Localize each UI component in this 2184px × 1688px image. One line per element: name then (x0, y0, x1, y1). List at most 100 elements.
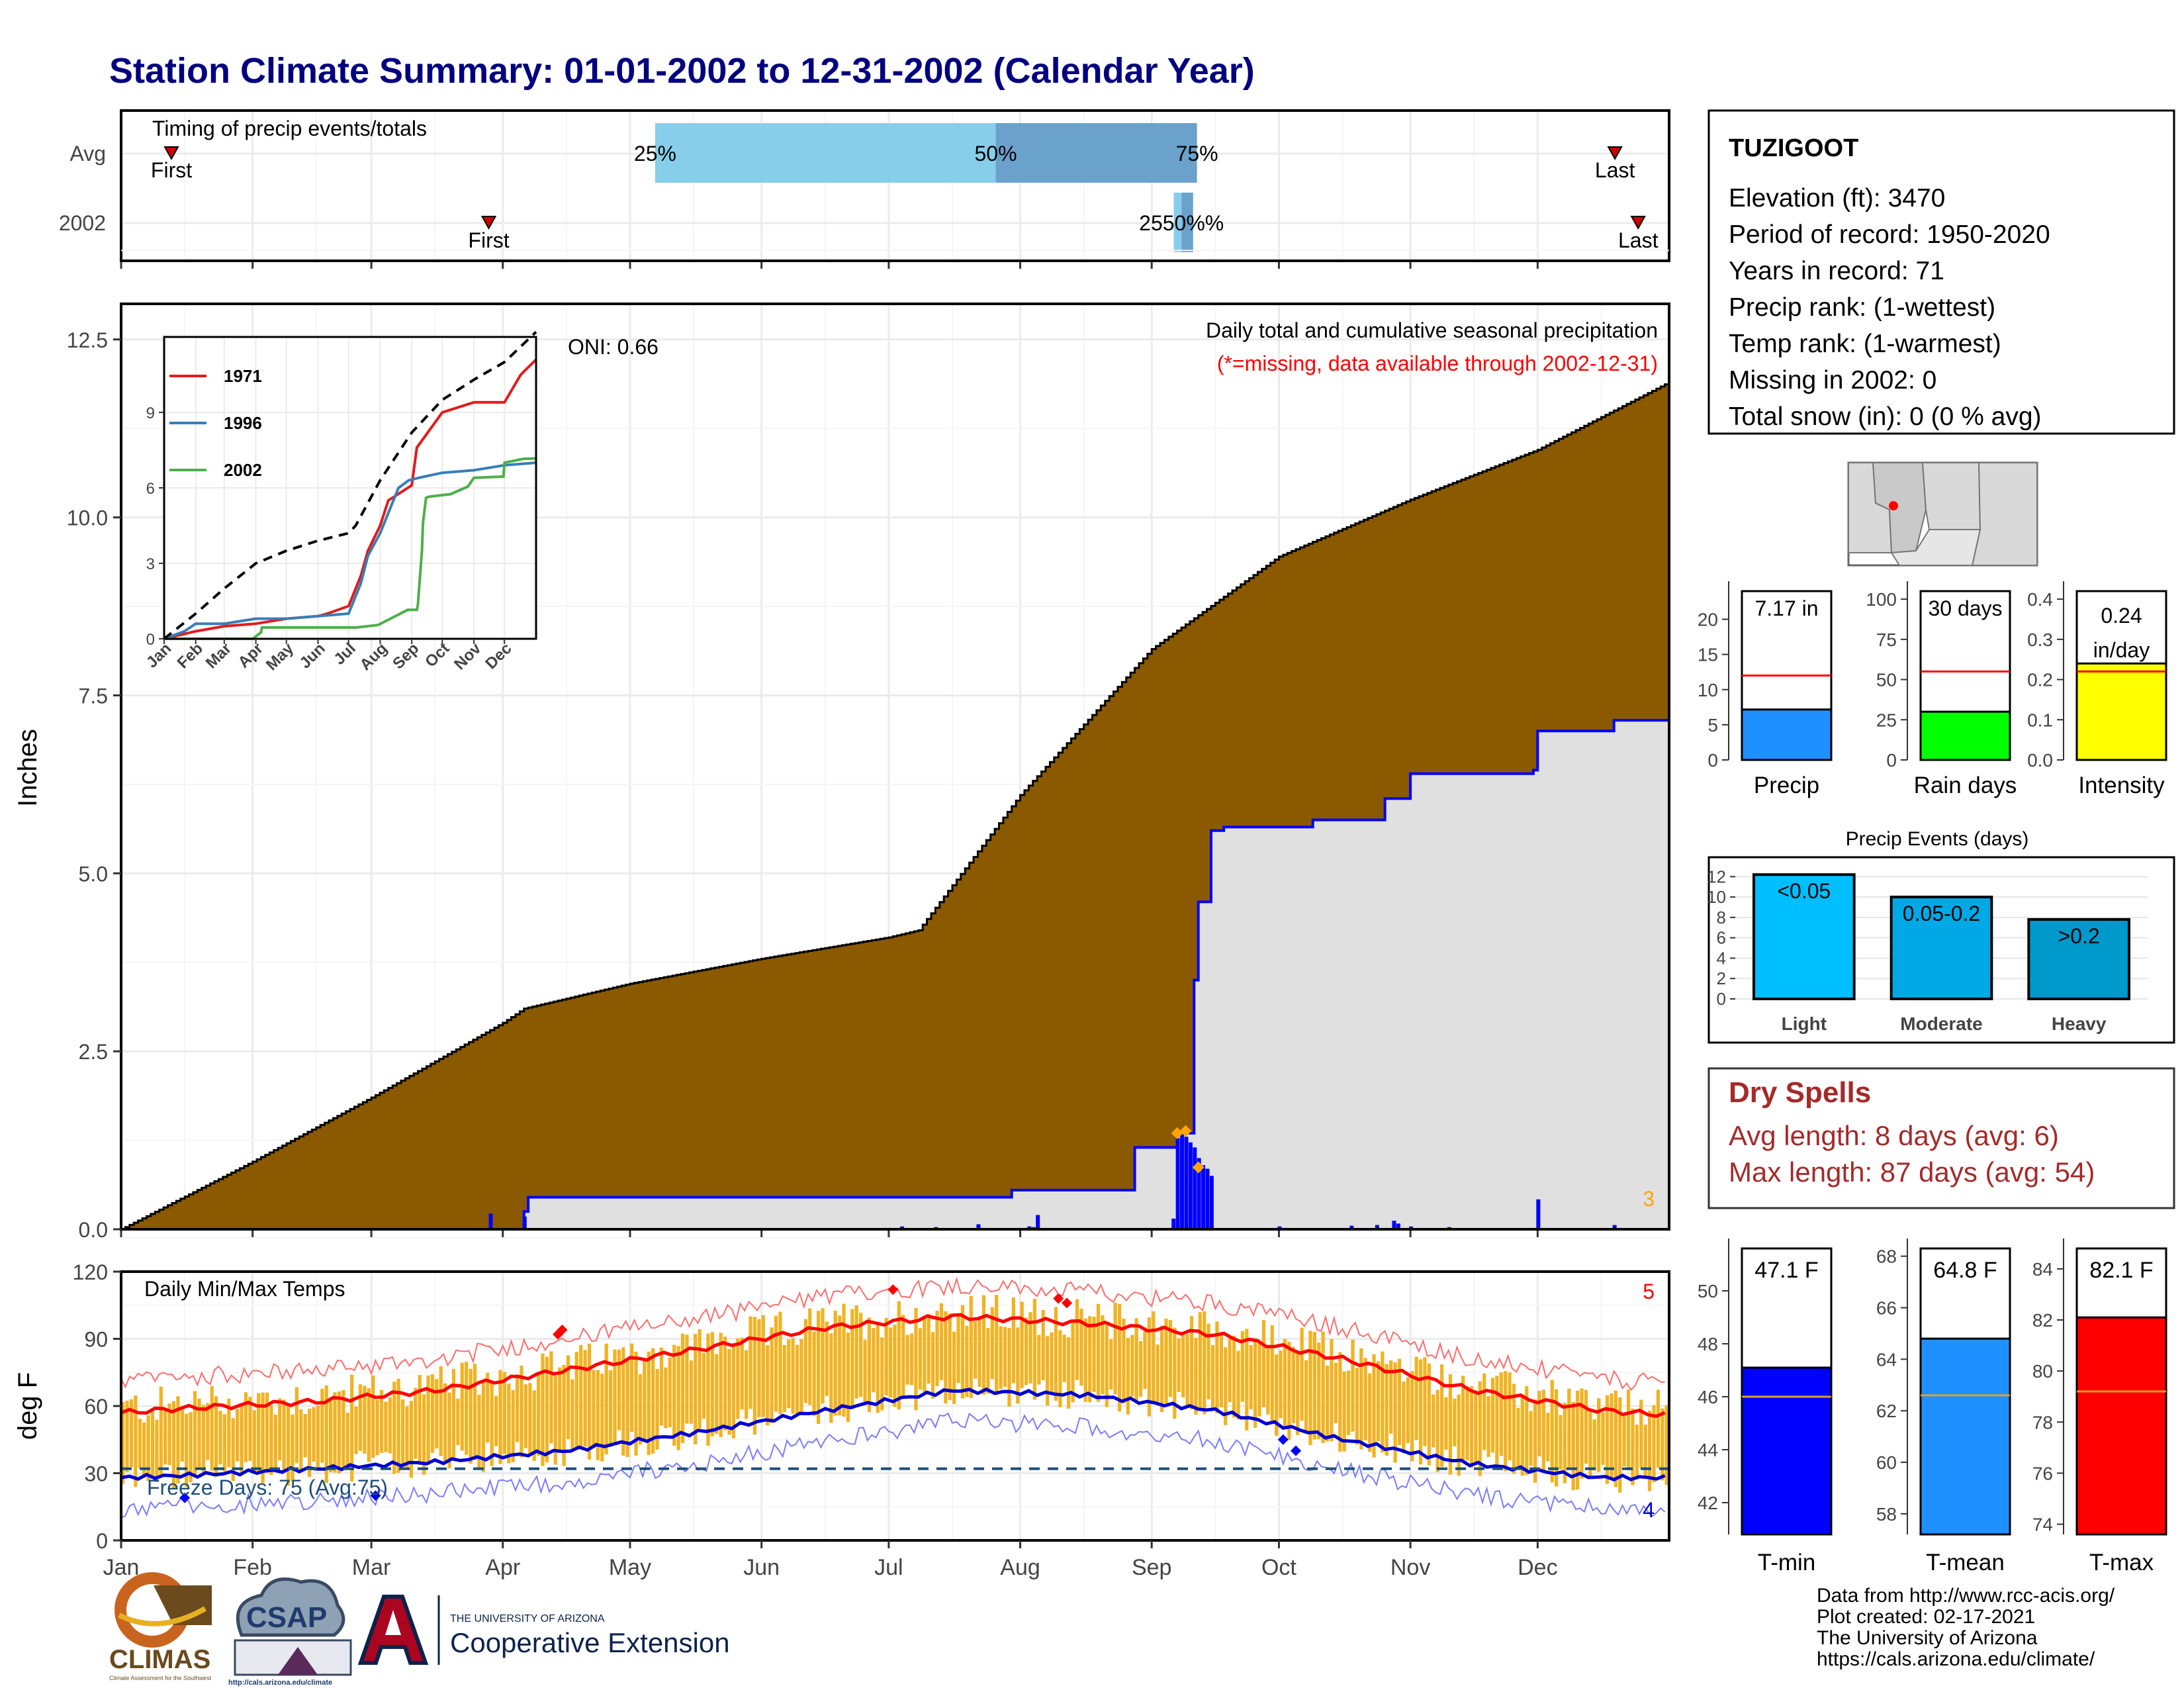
temp-daily-bar (659, 1347, 664, 1426)
ua-logo-big-text: Cooperative Extension (450, 1627, 730, 1658)
temp-daily-bar (244, 1392, 248, 1462)
temp-daily-bar (142, 1422, 146, 1478)
daily-precip-bar (976, 1224, 981, 1229)
totals-rain-days-tick-label: 25 (1876, 710, 1897, 730)
temp-daily-bar (592, 1370, 596, 1448)
precip-y-tick-label: 2.5 (79, 1040, 108, 1064)
temp-daily-bar (897, 1301, 901, 1410)
daily-precip-bar (1036, 1215, 1040, 1229)
temp-daily-bar (240, 1404, 244, 1475)
temp-daily-bar (1652, 1405, 1656, 1483)
daily-precip-bar (1193, 1147, 1197, 1229)
temp-daily-bar (986, 1328, 990, 1394)
temp-x-tick-label: Jan (103, 1555, 140, 1580)
record-high-mark (557, 1324, 568, 1335)
temp-y-tick-label: 90 (84, 1328, 108, 1352)
temp-daily-bar (494, 1395, 498, 1446)
temp-daily-bar (562, 1364, 566, 1466)
temp-daily-bar (1537, 1391, 1541, 1457)
temp-daily-bar (1656, 1389, 1661, 1468)
temp-daily-bar (1321, 1331, 1325, 1444)
record-low-count: 4 (1643, 1498, 1655, 1522)
tsum-t-max-bar (2075, 1316, 2167, 1536)
temp-daily-bar (396, 1378, 400, 1473)
temp-daily-bar (600, 1374, 604, 1462)
footer-plot-created: Plot created: 02-17-2021 (1817, 1606, 2035, 1628)
temp-daily-bar (1138, 1340, 1143, 1397)
temp-daily-bar (803, 1319, 807, 1403)
temp-daily-bars (121, 1295, 1668, 1493)
temp-daily-bar (1529, 1411, 1533, 1466)
totals-precip-tick-label: 10 (1698, 680, 1718, 700)
totals-intensity-tick-label: 0.4 (2027, 589, 2053, 610)
temp-daily-bar (969, 1295, 973, 1398)
temp-daily-bar (1499, 1372, 1503, 1456)
temp-daily-bar (1610, 1393, 1614, 1480)
temp-x-tick-label: May (609, 1555, 651, 1580)
temp-daily-bar (418, 1375, 422, 1466)
temp-daily-bar (1147, 1317, 1152, 1417)
csap-logo: CSAP http://cals.arizona.edu/climate (228, 1577, 352, 1687)
temp-daily-bar (1079, 1308, 1083, 1386)
temp-daily-bar (451, 1369, 456, 1461)
tsum-t-mean-tick-label: 64 (1876, 1349, 1897, 1370)
temp-daily-bar (384, 1401, 388, 1452)
temp-daily-bar (257, 1393, 261, 1472)
temp-daily-bar (1219, 1333, 1223, 1408)
temp-daily-bar (1482, 1373, 1486, 1450)
temp-daily-bar (1461, 1376, 1465, 1461)
events-y-tick-label: 2 (1717, 968, 1726, 988)
temp-x-tick-label: Jun (743, 1555, 780, 1580)
daily-precip-bars (488, 1133, 1617, 1229)
temp-daily-bar (1376, 1361, 1381, 1442)
daily-precip-bar (1205, 1168, 1210, 1229)
daily-precip-bar (1396, 1223, 1400, 1229)
station-snow: Total snow (in): 0 (0 % avg) (1729, 402, 2042, 431)
temp-daily-bar (1567, 1388, 1571, 1468)
tsum-t-max-tick-label: 78 (2032, 1412, 2053, 1432)
temp-y-axis: 0 30 60 90 120 (73, 1260, 121, 1553)
temp-daily-bar (808, 1308, 812, 1405)
temp-daily-bar (1393, 1362, 1397, 1463)
station-years: Years in record: 71 (1729, 257, 1944, 285)
temp-daily-bar (125, 1401, 129, 1472)
events-bar-heavy (2027, 917, 2130, 1000)
temp-daily-bar (473, 1363, 477, 1460)
temp-daily-bar (1406, 1377, 1410, 1444)
events-bar-label-heavy: >0.2 (2058, 924, 2100, 948)
temp-daily-bar (320, 1388, 324, 1463)
temp-daily-bar (206, 1403, 210, 1460)
temp-daily-bar (1300, 1327, 1304, 1421)
temp-daily-bar (952, 1331, 956, 1404)
temp-daily-bar (1525, 1386, 1529, 1476)
temp-daily-bar (727, 1348, 731, 1435)
tsum-t-max-tick-label: 82 (2032, 1310, 2053, 1331)
temp-daily-bar (816, 1311, 821, 1425)
inset-legend-label-1971: 1971 (224, 366, 262, 386)
temp-daily-bar (1270, 1325, 1274, 1423)
temp-daily-bar (273, 1414, 277, 1470)
temp-daily-bar (1210, 1344, 1215, 1409)
temp-daily-bar (909, 1333, 914, 1385)
daily-precip-bar (1201, 1165, 1206, 1229)
temp-daily-bar (1189, 1316, 1194, 1409)
temp-daily-bar (443, 1383, 447, 1462)
temp-summary-charts: T-min T-mean T-max 42 44 46 48 50 47.1 F 58 60 6… (1698, 1239, 2167, 1575)
totals-rain-days-tick-label: 75 (1876, 630, 1897, 650)
temp-daily-bar (375, 1399, 379, 1456)
inset-y-axis: 0 3 6 9 (146, 404, 164, 649)
temp-daily-bar (286, 1405, 291, 1486)
daily-precip-bar (1277, 1226, 1282, 1229)
events-bar-label-light: <0.05 (1777, 879, 1831, 903)
tsum-t-mean-tick-label: 58 (1876, 1504, 1897, 1524)
timing-avg-q25-label: 25% (634, 142, 676, 165)
temp-daily-bar (1444, 1397, 1448, 1450)
totals-intensity-tick-label: 0.1 (2027, 710, 2053, 730)
temp-daily-bar (647, 1351, 651, 1455)
daily-precip-bar (900, 1226, 905, 1229)
totals-intensity-tick-label: 0.2 (2027, 670, 2053, 690)
temp-daily-bar (731, 1346, 736, 1438)
temp-daily-bar (541, 1353, 545, 1466)
events-y-tick-label: 12 (1707, 867, 1726, 886)
temp-daily-bar (1096, 1303, 1101, 1402)
